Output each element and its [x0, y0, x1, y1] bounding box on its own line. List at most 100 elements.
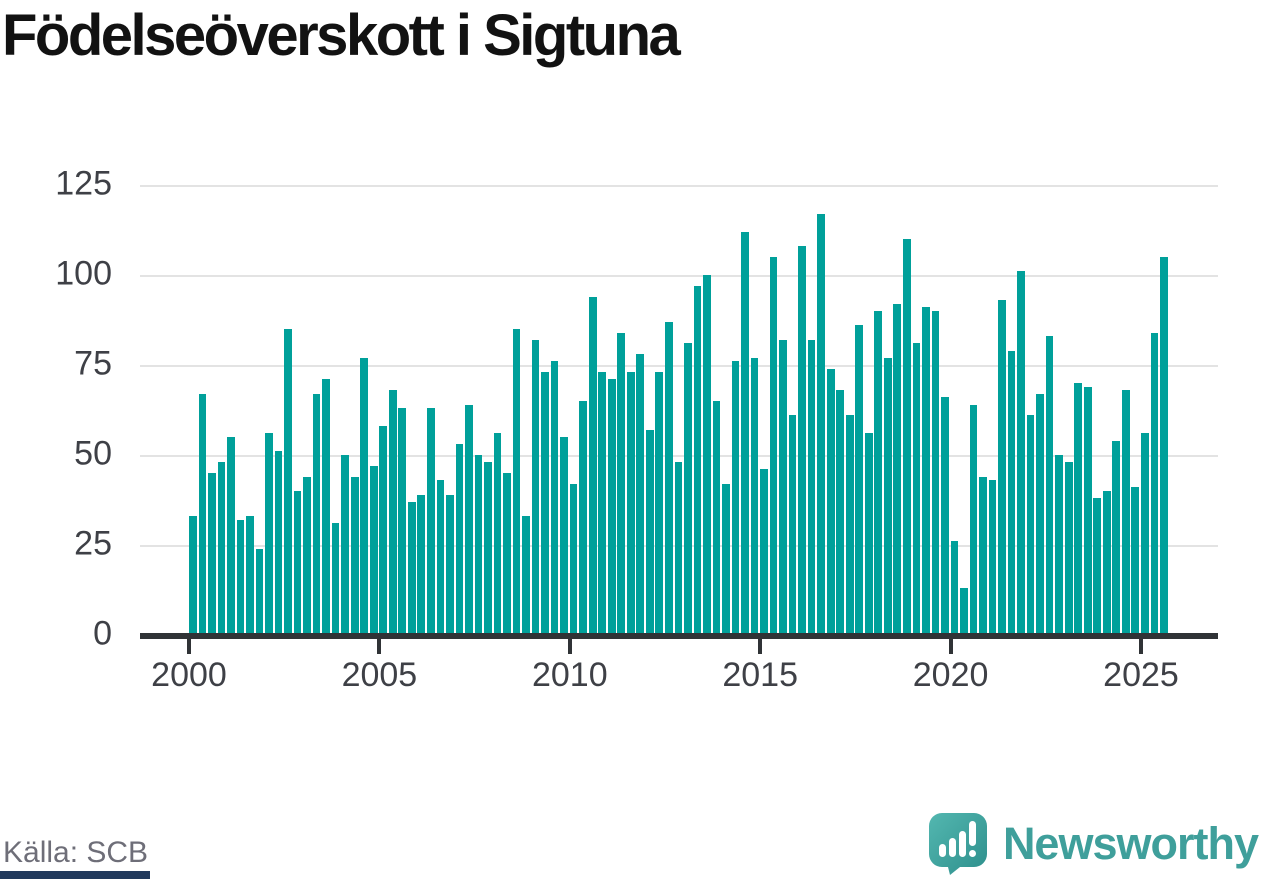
bar-2009Q3 [550, 361, 559, 635]
bar-2022Q1 [1026, 415, 1035, 635]
bar-2018Q3 [893, 303, 902, 635]
bar-2024Q4 [1131, 487, 1140, 635]
plot-area [140, 170, 1218, 635]
bar-2002Q1 [265, 433, 273, 635]
bar-2010Q4 [598, 372, 607, 635]
bar-2017Q4 [864, 433, 873, 635]
bar-2000Q3 [208, 473, 216, 635]
bar-2011Q2 [617, 332, 626, 635]
brand-wordmark: Newsworthy [1002, 818, 1259, 869]
bar-2012Q1 [645, 429, 654, 635]
bar-2018Q1 [874, 311, 883, 635]
bar-2014Q1 [722, 483, 730, 635]
brand-logo: Newsworthy [928, 813, 1259, 875]
bar-2010Q1 [569, 483, 578, 635]
bar-2004Q4 [369, 465, 378, 635]
bar-2009Q4 [560, 437, 568, 635]
bar-2007Q1 [455, 444, 464, 635]
bar-2024Q2 [1112, 440, 1121, 635]
bar-2020Q4 [979, 476, 987, 635]
bar-2023Q4 [1093, 498, 1102, 635]
bar-2021Q3 [1007, 350, 1016, 635]
bar-2011Q3 [626, 372, 635, 635]
newsworthy-icon [928, 813, 987, 875]
bar-2015Q3 [779, 339, 787, 635]
gridline-100 [140, 275, 1218, 277]
bar-2021Q1 [988, 480, 997, 635]
bar-2019Q3 [931, 311, 940, 635]
bar-2007Q2 [465, 404, 473, 635]
y-axis: 0 25 50 75 100 125 [0, 165, 112, 653]
bar-2013Q2 [693, 285, 702, 635]
bar-2017Q1 [836, 390, 845, 635]
bar-2014Q2 [731, 361, 740, 635]
x-tick-label-2005: 2005 [341, 656, 418, 694]
bar-2013Q3 [703, 275, 711, 635]
bar-2016Q4 [826, 368, 835, 635]
bar-2018Q2 [883, 357, 892, 635]
y-tick-label-0: 0 [93, 614, 112, 653]
bar-2002Q3 [284, 329, 292, 635]
bar-2017Q3 [855, 325, 864, 635]
x-tick-2005 [377, 639, 382, 654]
bar-2015Q4 [788, 415, 797, 635]
footer-accent-strip [0, 871, 150, 879]
y-tick-label-25: 25 [74, 524, 112, 563]
bar-2020Q1 [950, 541, 959, 635]
bar-2000Q1 [189, 516, 197, 635]
bar-2001Q1 [227, 437, 235, 635]
x-tick-label-2020: 2020 [912, 656, 989, 694]
bar-2025Q2 [1150, 332, 1159, 635]
bar-2022Q4 [1055, 455, 1063, 635]
bar-2003Q1 [303, 476, 311, 635]
x-tick-2010 [567, 639, 572, 654]
gridline-50 [140, 455, 1218, 457]
bar-2003Q2 [312, 393, 321, 635]
bar-2016Q3 [817, 213, 825, 635]
x-axis-line [140, 633, 1218, 639]
bar-2020Q3 [969, 404, 978, 635]
bar-2021Q4 [1017, 271, 1025, 635]
x-tick-label-2025: 2025 [1103, 656, 1179, 694]
bar-2007Q4 [484, 462, 492, 635]
bar-2012Q4 [674, 462, 683, 635]
bar-2005Q2 [388, 390, 397, 635]
bar-2013Q1 [684, 343, 692, 635]
bar-2010Q3 [588, 296, 597, 635]
x-tick-label-2000: 2000 [151, 656, 227, 694]
gridline-75 [140, 365, 1218, 367]
bar-2014Q3 [741, 231, 749, 635]
bar-2024Q3 [1121, 390, 1130, 635]
bar-2023Q1 [1064, 462, 1073, 635]
bar-2008Q3 [512, 329, 521, 635]
bar-2004Q1 [341, 455, 349, 635]
bar-2000Q2 [198, 393, 207, 635]
x-tick-label-2015: 2015 [722, 656, 799, 694]
bar-2006Q2 [427, 408, 435, 635]
bar-2005Q4 [407, 501, 416, 635]
bar-2025Q3 [1160, 257, 1168, 635]
bar-2012Q3 [665, 321, 673, 635]
x-tick-2020 [948, 639, 953, 654]
bar-2013Q4 [712, 401, 721, 635]
bar-2006Q3 [436, 480, 445, 635]
bar-2014Q4 [750, 357, 759, 635]
x-tick-label-2010: 2010 [531, 656, 608, 694]
bar-2002Q2 [274, 451, 283, 635]
bar-2005Q3 [398, 408, 407, 635]
bar-2021Q2 [998, 300, 1006, 635]
bar-2019Q1 [912, 343, 921, 635]
bar-2016Q1 [798, 246, 806, 635]
bar-2023Q3 [1083, 386, 1092, 635]
bar-2005Q1 [379, 426, 388, 635]
source-label: Källa: SCB [3, 836, 149, 869]
bar-2022Q3 [1045, 336, 1054, 635]
bar-2017Q2 [845, 415, 854, 635]
bar-2002Q4 [293, 491, 302, 635]
bar-2003Q4 [331, 523, 340, 635]
bar-2000Q4 [217, 462, 226, 635]
bar-2004Q2 [350, 476, 359, 635]
bar-2025Q1 [1141, 433, 1149, 635]
bar-2008Q1 [493, 433, 502, 635]
bar-2024Q1 [1102, 491, 1111, 635]
